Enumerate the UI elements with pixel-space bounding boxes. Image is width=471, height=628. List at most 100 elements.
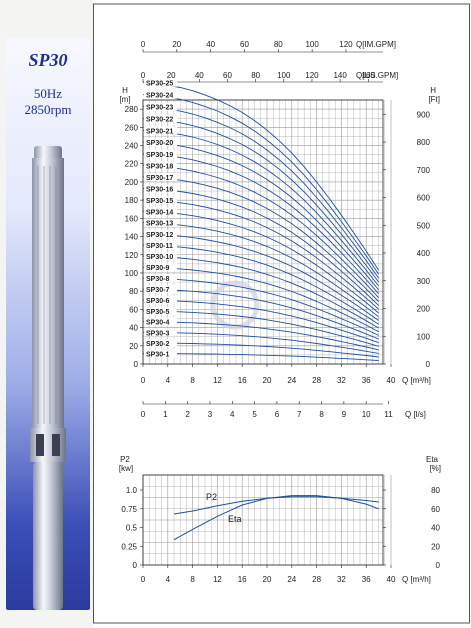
ls-tick-label: 0 bbox=[141, 410, 146, 419]
power-q-tick-label: 0 bbox=[141, 575, 146, 584]
head-curve-sp30-25 bbox=[142, 82, 379, 271]
stage-label-bg bbox=[144, 114, 177, 123]
series-curve-eta bbox=[173, 495, 379, 541]
head-m-tick-label: 80 bbox=[129, 287, 138, 296]
power-q-tick-label: 16 bbox=[238, 575, 247, 584]
ls-tick-label: 1 bbox=[163, 410, 168, 419]
stage-label-bg bbox=[144, 306, 177, 315]
head-m-tick-label: 120 bbox=[125, 251, 139, 260]
head-q-tick-label: 16 bbox=[238, 376, 247, 385]
stage-label: SP30-6 bbox=[146, 298, 169, 305]
head-curve-sp30-17 bbox=[142, 176, 379, 302]
ls-tick-label: 7 bbox=[297, 410, 302, 419]
frequency-label: 50Hz bbox=[33, 86, 63, 101]
head-m-tick-label: 180 bbox=[125, 196, 139, 205]
ls-tick-label: 2 bbox=[185, 410, 190, 419]
head-curve-sp30-3 bbox=[142, 331, 379, 354]
company-logo-watermark bbox=[210, 280, 260, 330]
head-ft-tick-label: 100 bbox=[417, 332, 431, 341]
power-tick-label: 0.5 bbox=[126, 524, 138, 533]
chart-panel: 0 20 40 60 80 100 120 Q[IM.GPM] 0 20 40 60 80 100 120 1… bbox=[93, 0, 471, 628]
stage-label-bg bbox=[144, 78, 177, 87]
ls-tick-label: 6 bbox=[275, 410, 280, 419]
stage-label: SP30-20 bbox=[146, 140, 173, 147]
power-q-tick-label: 32 bbox=[337, 575, 346, 584]
stage-label: SP30-24 bbox=[146, 93, 173, 100]
stage-label: SP30-23 bbox=[146, 105, 173, 112]
stage-label-bg bbox=[144, 229, 177, 238]
us-gpm-tick-label: 120 bbox=[305, 71, 319, 80]
power-q-tick-label: 8 bbox=[190, 575, 195, 584]
stage-label-bg bbox=[144, 328, 177, 337]
stage-label-bg bbox=[144, 285, 177, 294]
head-q-tick-label: 0 bbox=[141, 376, 146, 385]
head-curve-sp30-11 bbox=[142, 244, 379, 325]
us-gpm-tick-label: 0 bbox=[141, 71, 146, 80]
head-curve-sp30-7 bbox=[142, 288, 379, 340]
head-ft-axis-unit: [Ft] bbox=[428, 95, 440, 104]
head-q-tick-label: 32 bbox=[337, 376, 346, 385]
stage-label: SP30-11 bbox=[146, 243, 173, 250]
eta-axis-label: Eta bbox=[426, 455, 439, 464]
head-ft-tick-label: 700 bbox=[417, 166, 431, 175]
stage-label: SP30-14 bbox=[146, 209, 173, 216]
head-m-tick-label: 280 bbox=[125, 105, 139, 114]
head-m-axis-label: H bbox=[122, 86, 128, 95]
stage-label: SP30-17 bbox=[146, 175, 173, 182]
stage-label: SP30-13 bbox=[146, 221, 173, 228]
eta-tick-label: 60 bbox=[431, 505, 440, 514]
stage-label-bg bbox=[144, 274, 177, 283]
head-ft-tick-label: 500 bbox=[417, 221, 431, 230]
stage-label: SP30-21 bbox=[146, 128, 173, 135]
head-curve-sp30-16 bbox=[142, 188, 379, 306]
imp-gpm-tick-label: 0 bbox=[141, 40, 146, 49]
head-q-tick-label: 8 bbox=[190, 376, 195, 385]
imp-gpm-tick-label: 120 bbox=[339, 40, 353, 49]
us-gpm-axis-label: Q[US.GPM] bbox=[356, 71, 398, 80]
stage-label: SP30-5 bbox=[146, 309, 169, 316]
stage-label-bg bbox=[144, 296, 177, 305]
power-plot-area bbox=[142, 474, 384, 566]
power-q-tick-label: 40 bbox=[387, 575, 396, 584]
head-m-tick-label: 0 bbox=[134, 360, 139, 369]
eta-tick-label: 20 bbox=[431, 542, 440, 551]
power-axis-unit: [kw] bbox=[119, 464, 133, 473]
head-curve-sp30-6 bbox=[142, 299, 379, 344]
head-ft-tick-label: 300 bbox=[417, 277, 431, 286]
speed-label: 2850rpm bbox=[24, 102, 72, 117]
head-m-tick-label: 140 bbox=[125, 233, 139, 242]
series-label-p2: P2 bbox=[206, 492, 217, 502]
power-axis-label: P2 bbox=[120, 455, 130, 464]
power-q-tick-label: 24 bbox=[287, 575, 296, 584]
stage-label: SP30-18 bbox=[146, 163, 173, 170]
stage-label-bg bbox=[144, 161, 177, 170]
stage-label: SP30-22 bbox=[146, 116, 173, 123]
power-q-tick-label: 4 bbox=[166, 575, 171, 584]
head-curve-sp30-10 bbox=[142, 255, 379, 329]
ls-tick-label: 8 bbox=[319, 410, 324, 419]
stage-label: SP30-4 bbox=[146, 320, 169, 327]
head-ft-tick-label: 0 bbox=[426, 360, 431, 369]
head-curve-sp30-15 bbox=[142, 199, 379, 310]
head-curve-sp30-9 bbox=[142, 266, 379, 333]
imp-gpm-tick-label: 20 bbox=[172, 40, 181, 49]
stage-label: SP30-9 bbox=[146, 265, 169, 272]
head-curve-sp30-5 bbox=[142, 310, 379, 347]
stage-label-bg bbox=[144, 172, 177, 181]
eta-tick-label: 80 bbox=[431, 486, 440, 495]
ls-tick-label: 10 bbox=[362, 410, 371, 419]
head-q-tick-label: 40 bbox=[387, 376, 396, 385]
head-curve-sp30-19 bbox=[142, 153, 379, 295]
power-q-tick-label: 28 bbox=[312, 575, 321, 584]
stage-label-bg bbox=[144, 90, 177, 99]
imp-gpm-tick-label: 100 bbox=[305, 40, 319, 49]
product-panel: SP30 50Hz 2850rpm bbox=[6, 38, 90, 610]
series-label-eta: Eta bbox=[228, 514, 242, 524]
head-ft-tick-label: 600 bbox=[417, 194, 431, 203]
ls-tick-label: 3 bbox=[208, 410, 213, 419]
head-q-tick-label: 36 bbox=[362, 376, 371, 385]
head-curve-sp30-22 bbox=[142, 118, 379, 283]
head-m-tick-label: 220 bbox=[125, 160, 139, 169]
stage-label: SP30-10 bbox=[146, 254, 173, 261]
power-tick-label: 1.0 bbox=[126, 486, 138, 495]
